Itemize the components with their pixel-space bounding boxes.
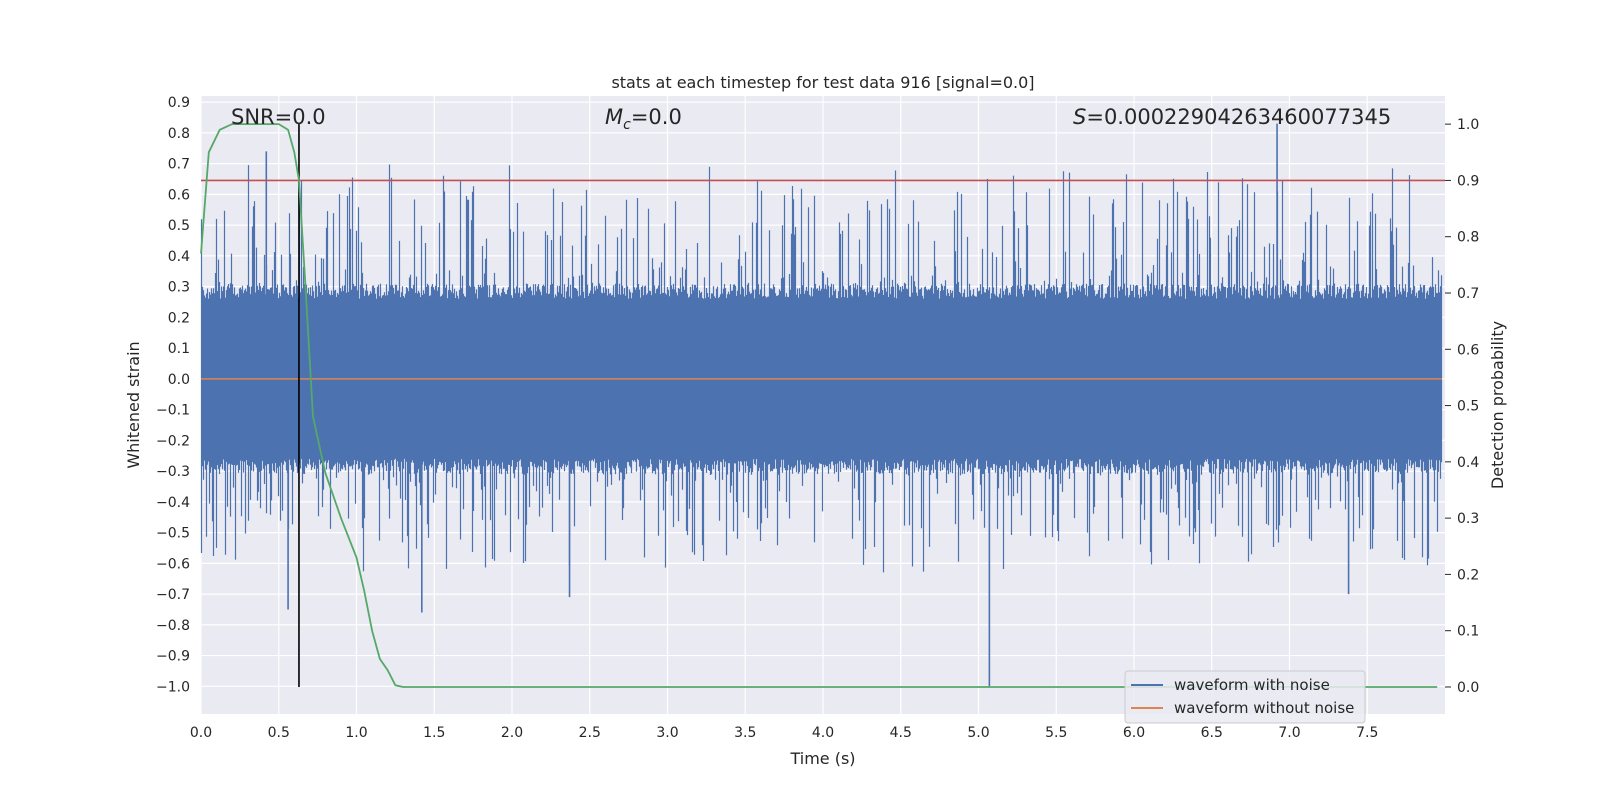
legend-label-without-noise: waveform without noise (1174, 699, 1354, 717)
y-tick-label: 0.9 (168, 95, 190, 111)
y-tick-label: −0.8 (156, 618, 190, 634)
legend-label-with-noise: waveform with noise (1174, 676, 1330, 694)
y2-tick-label: 0.8 (1457, 230, 1479, 246)
x-tick-label: 1.0 (345, 725, 367, 741)
x-tick-label: 6.0 (1123, 725, 1145, 741)
y-tick-label: −0.4 (156, 495, 190, 511)
legend-box (1124, 670, 1366, 724)
y-tick-label: −0.6 (156, 556, 190, 572)
annotation-chirp-mass-symbol: M (605, 105, 623, 129)
x-tick-label: 6.5 (1201, 725, 1223, 741)
y-tick-label: 0.2 (168, 310, 190, 326)
series-waveform-with-noise (200, 123, 1443, 687)
x-tick-label: 3.0 (656, 725, 678, 741)
y-tick-label: −0.3 (156, 464, 190, 480)
y2-tick-label: 0.5 (1457, 399, 1479, 415)
y-tick-label: −0.2 (156, 433, 190, 449)
y2-tick-label: 1.0 (1457, 117, 1479, 133)
annotation-statistic-value: =0.00022904263460077345 (1086, 105, 1391, 129)
y2-tick-label: 0.4 (1457, 455, 1479, 471)
x-tick-label: 2.5 (579, 725, 601, 741)
y-tick-label: 0.4 (168, 249, 190, 265)
x-tick-label: 7.5 (1356, 725, 1378, 741)
y2-tick-label: 0.3 (1457, 511, 1479, 527)
y-tick-label: 0.3 (168, 280, 190, 296)
y2-tick-label: 0.0 (1457, 680, 1479, 696)
x-tick-label: 0.5 (268, 725, 290, 741)
y-tick-label: −0.1 (156, 403, 190, 419)
annotation-statistic-symbol: S (1073, 105, 1086, 129)
annotation-snr: SNR=0.0 (231, 105, 326, 129)
y-tick-label: −1.0 (156, 679, 190, 695)
y2-tick-label: 0.1 (1457, 624, 1479, 640)
y-tick-label: 0.8 (168, 126, 190, 142)
y-tick-label: 0.6 (168, 187, 190, 203)
x-tick-label: 7.0 (1278, 725, 1300, 741)
legend: waveform with noise waveform without noi… (1124, 670, 1366, 724)
y-tick-label: −0.7 (156, 587, 190, 603)
y2-axis-label: Detection probability (1488, 321, 1507, 489)
annotation-chirp-mass: Mc=0.0 (605, 105, 682, 133)
annotation-chirp-mass-value: =0.0 (631, 105, 682, 129)
y2-tick-label: 0.9 (1457, 173, 1479, 189)
x-tick-label: 1.5 (423, 725, 445, 741)
x-tick-label: 4.5 (890, 725, 912, 741)
y-tick-label: −0.5 (156, 526, 190, 542)
overlay-lines (200, 123, 1445, 688)
y-tick-label: −0.9 (156, 649, 190, 665)
y-tick-label: 0.7 (168, 157, 190, 173)
y-tick-label: 0.0 (168, 372, 190, 388)
annotation-statistic: S=0.00022904263460077345 (1073, 105, 1391, 129)
annotation-chirp-mass-subscript: c (623, 117, 631, 133)
axes: 0.0 0.5 1.0 1.5 2.0 2.5 3.0 3.5 4.0 4.5 5.0 5.5 6.0 6… (156, 95, 1479, 741)
y2-tick-label: 0.6 (1457, 342, 1479, 358)
x-tick-label: 4.0 (812, 725, 834, 741)
chart-title: stats at each timestep for test data 916… (611, 73, 1034, 92)
y-axis-label: Whitened strain (124, 341, 143, 468)
x-tick-label: 3.5 (734, 725, 756, 741)
y-tick-label: 0.5 (168, 218, 190, 234)
x-tick-label: 5.0 (967, 725, 989, 741)
x-tick-label: 0.0 (190, 725, 212, 741)
x-tick-label: 5.5 (1045, 725, 1067, 741)
detection-probability-line (200, 123, 1438, 688)
y2-tick-label: 0.2 (1457, 567, 1479, 583)
x-axis-label: Time (s) (789, 749, 855, 768)
y-tick-label: 0.1 (168, 341, 190, 357)
y2-tick-label: 0.7 (1457, 286, 1479, 302)
x-tick-label: 2.0 (501, 725, 523, 741)
